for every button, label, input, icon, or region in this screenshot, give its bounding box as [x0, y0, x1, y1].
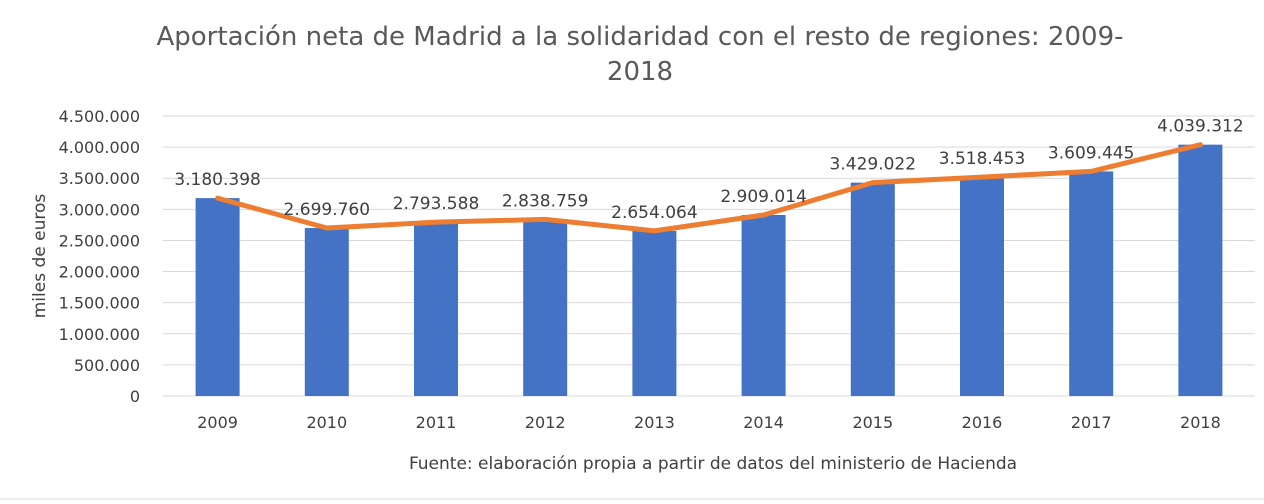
y-tick-label: 3.500.000 [59, 169, 140, 188]
x-tick-label: 2009 [197, 413, 238, 432]
y-tick-label: 2.500.000 [59, 231, 140, 250]
x-axis-label-source: Fuente: elaboración propia a partir de d… [409, 454, 1017, 474]
trend-line [215, 142, 1203, 234]
bar [741, 214, 786, 396]
y-tick-label: 1.500.000 [59, 294, 140, 313]
bar [960, 177, 1004, 396]
data-label: 3.180.398 [174, 170, 261, 190]
bar [304, 228, 349, 396]
x-tick-label: 2016 [962, 413, 1003, 432]
x-tick-label: 2017 [1071, 413, 1112, 432]
x-tick-label: 2013 [634, 413, 675, 432]
y-tick-label: 500.000 [74, 356, 140, 375]
y-tick-label: 4.000.000 [59, 138, 140, 157]
bar [1178, 144, 1223, 396]
x-tick-label: 2012 [525, 413, 566, 432]
data-label: 3.609.445 [1048, 143, 1135, 163]
y-tick-label: 0 [130, 387, 140, 406]
bar [632, 230, 677, 396]
data-label: 3.429.022 [830, 155, 917, 175]
x-tick-label: 2010 [306, 413, 347, 432]
y-axis-ticks: 0 500.000 1.000.000 1.500.000 2.000.000 2.500… [59, 107, 140, 406]
trend-line-group [215, 142, 1203, 234]
data-label: 2.654.064 [611, 203, 698, 223]
data-label: 4.039.312 [1157, 117, 1244, 137]
data-label: 2.699.760 [284, 200, 371, 220]
data-label: 3.518.453 [939, 149, 1026, 169]
chart-title-line-2: 2018 [607, 57, 673, 87]
x-axis-ticks: 2009 2010 2011 2012 2013 2014 2015 2016 2017 2018 [197, 413, 1221, 432]
x-tick-label: 2018 [1180, 413, 1221, 432]
x-tick-label: 2011 [416, 413, 457, 432]
y-tick-label: 4.500.000 [59, 107, 140, 126]
bar [195, 198, 240, 396]
data-labels: 3.180.398 2.699.760 2.793.588 2.838.759 2.65… [174, 117, 1243, 223]
bars [195, 144, 1223, 396]
bar [1069, 171, 1114, 396]
data-label: 2.838.759 [502, 191, 589, 211]
x-tick-label: 2014 [743, 413, 784, 432]
bar [414, 222, 458, 396]
bar [850, 182, 895, 396]
y-tick-label: 1.000.000 [59, 325, 140, 344]
y-tick-label: 3.000.000 [59, 200, 140, 219]
x-tick-label: 2015 [852, 413, 893, 432]
data-label: 2.909.014 [720, 187, 807, 207]
y-axis-label: miles de euros [30, 194, 50, 319]
chart-title-line-1: Aportación neta de Madrid a la solidarid… [156, 22, 1123, 52]
y-tick-label: 2.000.000 [59, 263, 140, 282]
data-label: 2.793.588 [393, 194, 480, 214]
bar [523, 219, 568, 396]
